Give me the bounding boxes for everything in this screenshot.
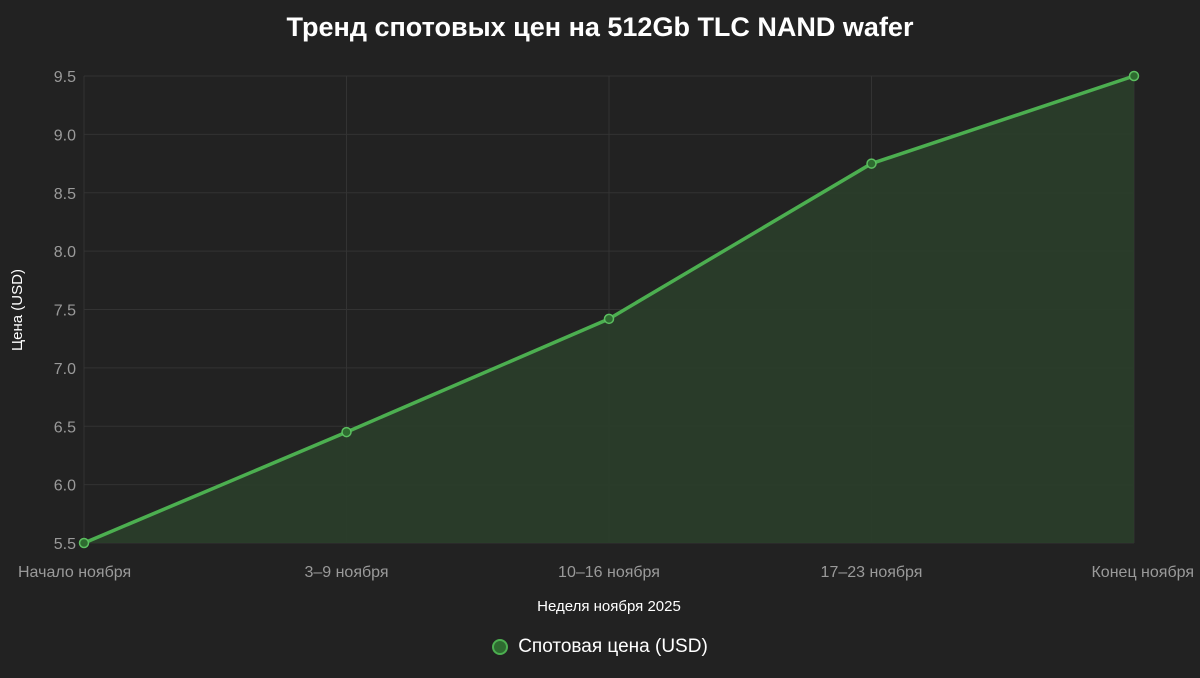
x-tick-label: Конец ноября	[1091, 564, 1194, 581]
y-tick-label: 6.0	[54, 478, 76, 495]
x-tick-label: 3–9 ноября	[304, 564, 388, 581]
chart-title: Тренд спотовых цен на 512Gb TLC NAND waf…	[286, 12, 914, 42]
data-point[interactable]	[341, 426, 352, 438]
y-axis-label: Цена (USD)	[9, 269, 26, 351]
y-tick-label: 6.5	[54, 419, 76, 436]
x-axis-label: Неделя ноября 2025	[537, 598, 681, 615]
x-tick-label: Начало ноября	[18, 564, 131, 581]
area-fill	[84, 76, 1134, 543]
x-tick-label: 17–23 ноября	[821, 564, 923, 581]
data-point[interactable]	[603, 313, 615, 325]
y-axis-ticks: 9.5 9.0 8.5 8.0 7.5 7.0 6.5 6.0 5.5	[54, 69, 76, 553]
data-point[interactable]	[866, 158, 877, 169]
y-tick-label: 7.5	[54, 303, 76, 320]
x-tick-label: 10–16 ноября	[558, 564, 660, 581]
data-points	[78, 70, 1140, 549]
data-point[interactable]	[1128, 70, 1140, 82]
y-tick-label: 7.0	[54, 361, 76, 378]
x-axis-ticks: Начало ноября 3–9 ноября 10–16 ноября 17–23…	[18, 564, 1194, 581]
data-point[interactable]	[78, 537, 90, 549]
legend-swatch-icon	[492, 639, 509, 655]
y-tick-label: 8.5	[54, 186, 76, 203]
y-tick-label: 9.5	[54, 69, 76, 86]
y-tick-label: 8.0	[54, 244, 76, 261]
y-tick-label: 9.0	[54, 127, 76, 144]
legend[interactable]: Спотовая цена (USD)	[0, 636, 1200, 658]
legend-label: Спотовая цена (USD)	[518, 636, 708, 657]
y-tick-label: 5.5	[54, 536, 76, 553]
